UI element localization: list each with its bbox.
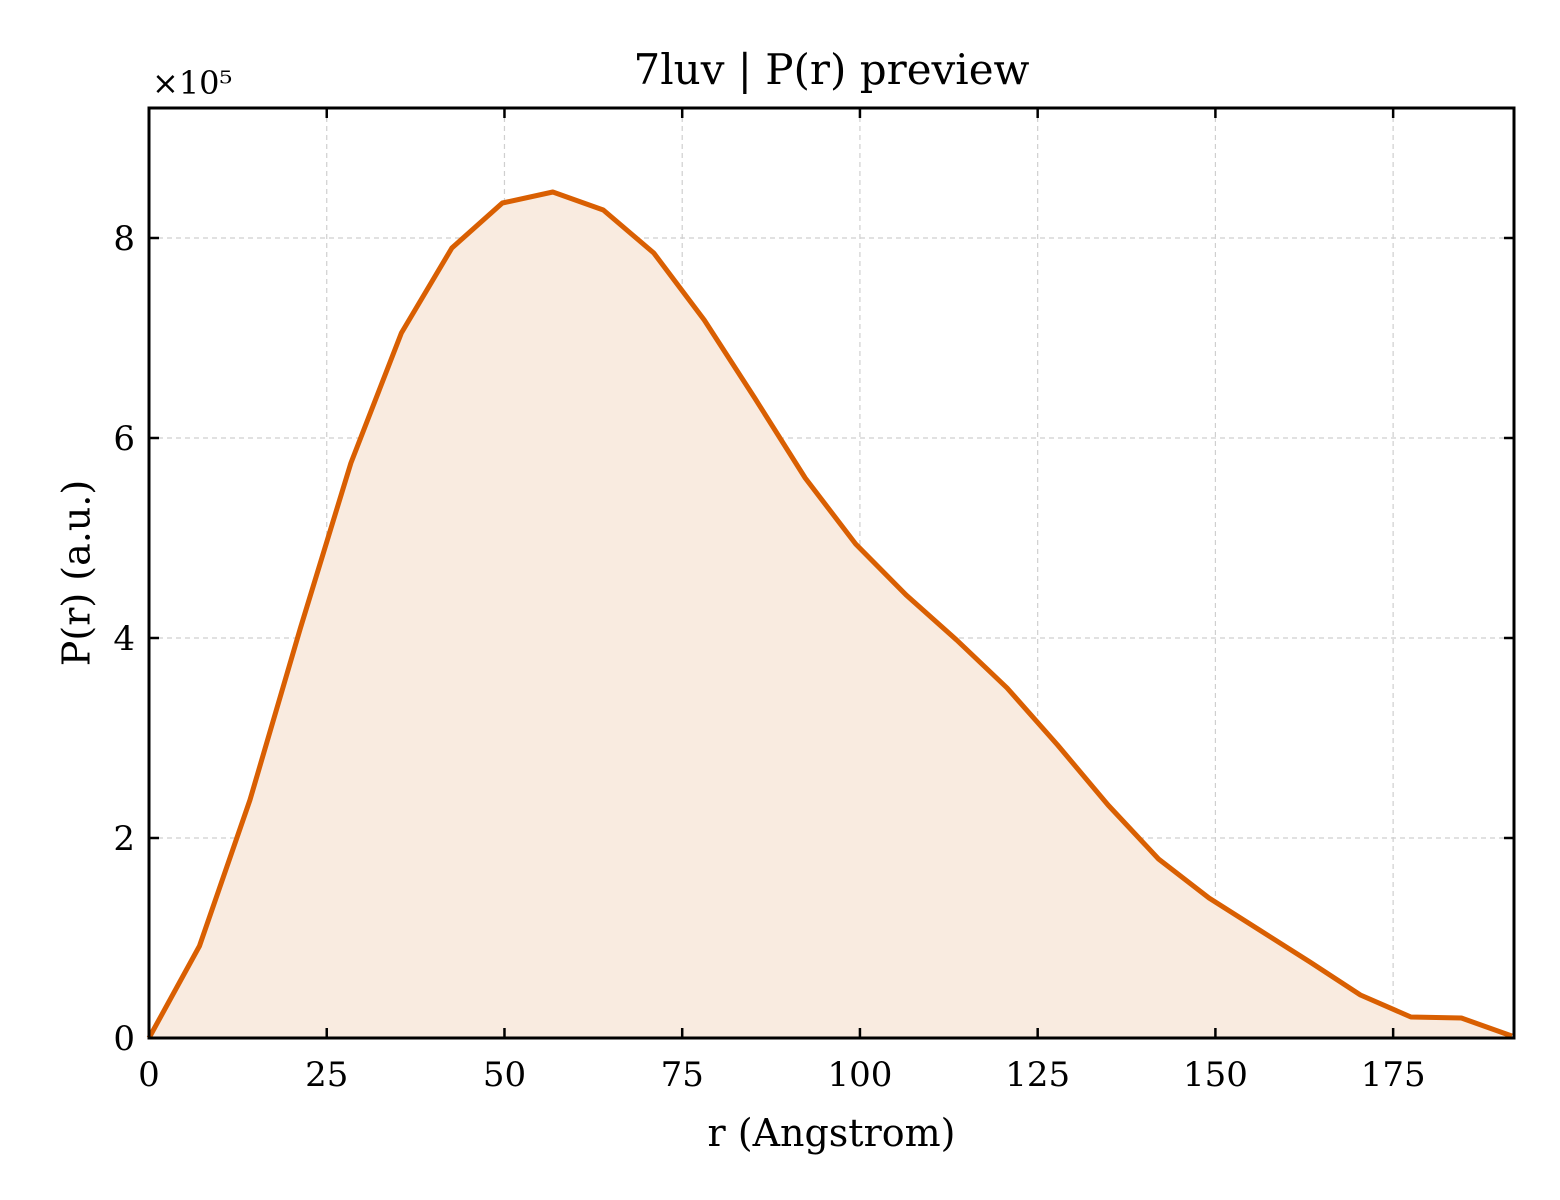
y-tick-label: 4 <box>113 619 135 659</box>
chart-title: 7luv | P(r) preview <box>633 45 1029 94</box>
y-axis-label: P(r) (a.u.) <box>55 480 99 666</box>
y-axis-multiplier: ×10⁵ <box>152 64 232 102</box>
x-tick-label: 100 <box>827 1055 892 1095</box>
x-tick-label: 125 <box>1005 1055 1070 1095</box>
x-tick-label: 150 <box>1183 1055 1248 1095</box>
x-tick-label: 25 <box>305 1055 348 1095</box>
x-tick-label: 75 <box>661 1055 704 1095</box>
y-tick-label: 8 <box>113 219 135 259</box>
pr-area-fill <box>149 192 1512 1038</box>
axis-ticks: 0 25 50 75 100 125 150 175 0 2 4 6 8 <box>113 108 1514 1095</box>
x-tick-label: 175 <box>1361 1055 1426 1095</box>
x-tick-label: 0 <box>138 1055 160 1095</box>
pr-curve-line <box>146 189 1513 1040</box>
y-tick-label: 0 <box>113 1019 135 1059</box>
y-tick-label: 2 <box>113 819 135 859</box>
x-tick-label: 50 <box>483 1055 526 1095</box>
y-tick-label: 6 <box>113 419 135 459</box>
plot-frame <box>147 106 1516 1040</box>
x-axis-label: r (Angstrom) <box>708 1111 956 1155</box>
